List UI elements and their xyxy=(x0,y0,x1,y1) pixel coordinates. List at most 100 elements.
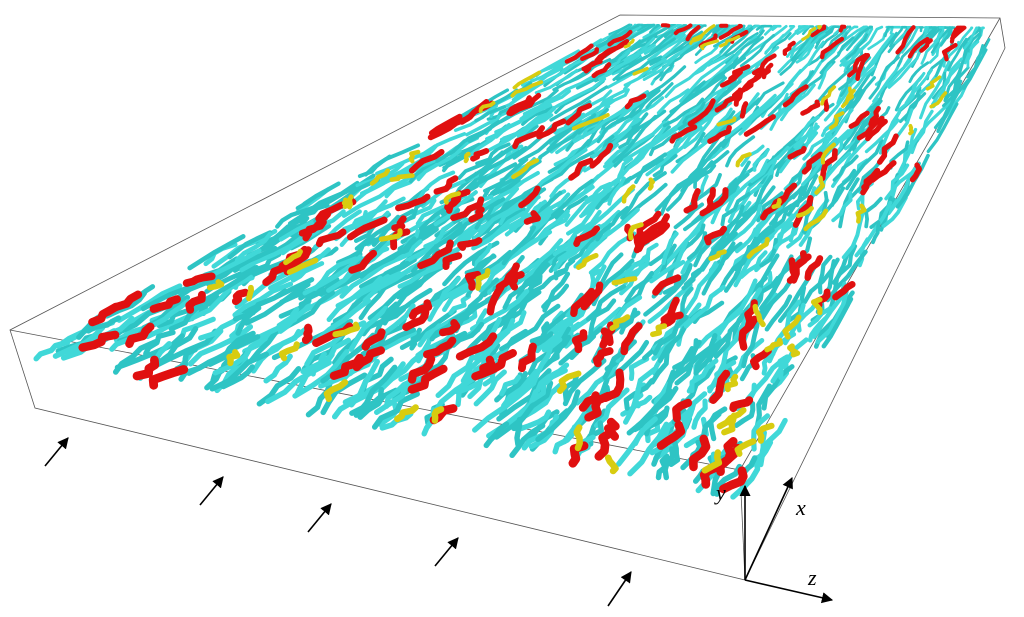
vortex-tube xyxy=(720,192,751,227)
vortex-tube xyxy=(530,147,588,195)
vortex-tube xyxy=(683,141,724,189)
vortex-tube xyxy=(642,34,707,81)
vortex-tube xyxy=(114,333,185,371)
vortex-tube xyxy=(619,254,649,296)
vortex-tube xyxy=(739,33,776,68)
vortex-tube xyxy=(693,332,731,376)
vortex-tube xyxy=(623,58,667,87)
yellow-structure xyxy=(817,25,822,30)
vortex-tube xyxy=(549,163,587,199)
vortex-tube xyxy=(499,119,542,142)
vortex-tube xyxy=(773,226,799,250)
vortex-tube xyxy=(904,68,933,105)
yellow-structure xyxy=(627,222,644,241)
red-structure xyxy=(715,443,742,476)
red-structure xyxy=(518,185,541,209)
red-structure xyxy=(782,40,796,56)
vortex-tube xyxy=(919,95,955,133)
red-structure xyxy=(656,420,686,450)
vortex-tube xyxy=(465,106,518,137)
vortex-tube xyxy=(713,24,746,48)
vortex-tube xyxy=(801,25,815,36)
vortex-tube xyxy=(720,160,751,202)
vortex-tube xyxy=(371,391,420,430)
red-structure xyxy=(523,210,541,225)
vortex-tube xyxy=(629,88,661,119)
vortex-tube xyxy=(419,132,467,160)
vortex-tube xyxy=(615,416,658,467)
red-structure xyxy=(822,96,830,112)
red-structure xyxy=(565,103,593,126)
red-structure xyxy=(652,274,682,296)
vortex-tube xyxy=(349,386,385,416)
vortex-tube xyxy=(263,353,293,384)
vortex-tube xyxy=(581,207,640,260)
red-structure xyxy=(148,365,189,390)
vortex-tube xyxy=(741,323,760,369)
red-structure xyxy=(728,64,751,82)
vortex-tube xyxy=(652,314,689,356)
vortex-tube xyxy=(739,250,768,279)
yellow-structure xyxy=(820,142,836,165)
vortex-tube xyxy=(475,142,511,166)
yellow-structure xyxy=(771,197,782,210)
red-structure xyxy=(580,47,600,62)
vortex-tube xyxy=(593,387,630,429)
vortex-tube xyxy=(623,365,659,425)
yellow-structure xyxy=(746,236,770,259)
yellow-structure xyxy=(611,276,638,286)
vortex-tube xyxy=(670,124,722,174)
yellow-structure xyxy=(346,194,354,210)
vortex-tube xyxy=(551,178,595,218)
vortex-tube xyxy=(682,101,706,125)
vortex-tube xyxy=(798,32,827,60)
vortex-tube xyxy=(464,254,497,275)
red-structure xyxy=(471,355,496,381)
vortex-tube xyxy=(832,154,859,182)
vortex-tube xyxy=(480,171,540,209)
yellow-structure xyxy=(478,100,496,114)
red-structure xyxy=(185,290,206,314)
vortex-tube xyxy=(868,56,900,100)
vortex-tube xyxy=(683,284,726,329)
red-structure xyxy=(407,354,436,384)
vortex-tube xyxy=(552,209,602,257)
vortex-tube xyxy=(232,288,288,322)
yellow-structure xyxy=(604,454,619,475)
vortex-tube xyxy=(817,62,833,90)
red-structure xyxy=(689,434,711,472)
vortex-tube xyxy=(628,356,650,382)
vortex-tube xyxy=(209,351,270,392)
red-structure xyxy=(506,95,532,116)
yellow-structure xyxy=(735,152,752,168)
vortex-tube xyxy=(681,363,716,407)
red-structure xyxy=(417,239,454,270)
red-structure xyxy=(714,90,744,113)
vortex-tube xyxy=(346,236,417,284)
yellow-structure xyxy=(752,303,766,328)
vortex-tube xyxy=(423,221,454,249)
yellow-structure xyxy=(689,33,704,45)
vortex-tube xyxy=(186,274,254,323)
red-structure xyxy=(455,332,498,361)
vortex-tube xyxy=(945,26,955,40)
yellow-structure xyxy=(332,321,360,338)
vortex-tube xyxy=(697,50,742,95)
red-structure xyxy=(536,118,567,140)
vortex-tube xyxy=(652,153,678,178)
red-structure xyxy=(508,92,542,117)
vortex-tube xyxy=(679,53,736,103)
vortex-tube xyxy=(584,181,613,202)
red-structure xyxy=(149,295,181,313)
vortex-tube xyxy=(608,49,631,68)
vortex-tube xyxy=(474,105,507,123)
red-structure xyxy=(660,311,684,329)
vortex-tube xyxy=(926,102,959,154)
vortex-tube xyxy=(187,234,246,271)
yellow-structure xyxy=(716,116,737,127)
vortex-tube xyxy=(616,55,663,81)
red-structure xyxy=(570,287,596,318)
vortex-tube xyxy=(771,24,782,31)
vortex-tube xyxy=(673,202,705,230)
vortex-tube xyxy=(623,37,656,62)
